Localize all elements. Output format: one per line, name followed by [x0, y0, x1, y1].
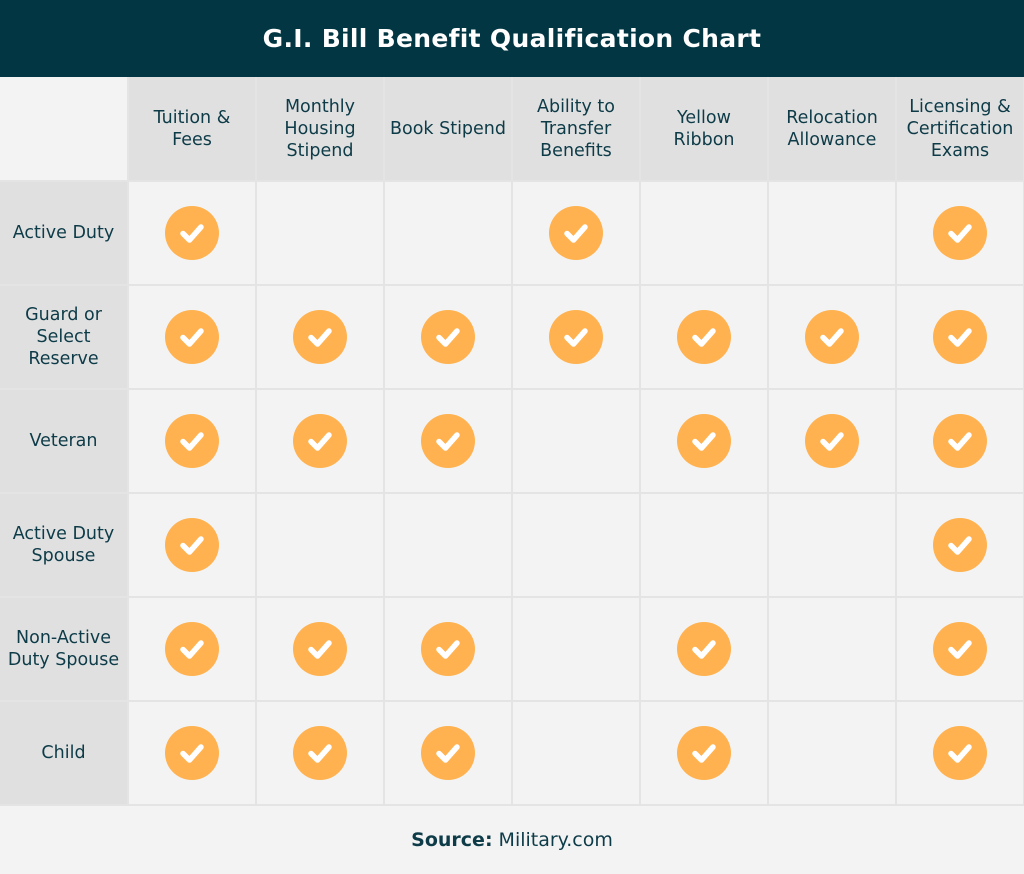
check-circle-icon: [421, 622, 475, 676]
cell-qualified: [257, 390, 383, 492]
check-circle-icon: [165, 518, 219, 572]
cell-qualified: [129, 286, 255, 388]
cell-qualified: [897, 702, 1023, 804]
cell-qualified: [385, 286, 511, 388]
column-header: Relocation Allowance: [769, 77, 895, 180]
cell-qualified: [257, 286, 383, 388]
cell-empty: [769, 494, 895, 596]
cell-qualified: [513, 286, 639, 388]
cell-qualified: [257, 702, 383, 804]
cell-qualified: [641, 286, 767, 388]
check-circle-icon: [293, 414, 347, 468]
check-circle-icon: [933, 206, 987, 260]
qualification-table: Tuition & Fees Monthly Housing Stipend Boo…: [0, 77, 1024, 806]
source-footer: Source: Military.com: [0, 806, 1024, 874]
check-circle-icon: [805, 310, 859, 364]
check-circle-icon: [933, 622, 987, 676]
corner-cell: [0, 77, 127, 180]
cell-qualified: [641, 390, 767, 492]
source-value: Military.com: [498, 829, 613, 851]
chart-title: G.I. Bill Benefit Qualification Chart: [0, 0, 1024, 77]
cell-qualified: [513, 182, 639, 284]
cell-qualified: [129, 494, 255, 596]
check-circle-icon: [165, 206, 219, 260]
check-circle-icon: [293, 726, 347, 780]
cell-empty: [769, 702, 895, 804]
cell-qualified: [641, 702, 767, 804]
check-circle-icon: [421, 414, 475, 468]
cell-qualified: [897, 598, 1023, 700]
cell-qualified: [769, 286, 895, 388]
cell-empty: [385, 182, 511, 284]
cell-qualified: [129, 390, 255, 492]
cell-qualified: [897, 182, 1023, 284]
check-circle-icon: [549, 206, 603, 260]
column-header: Licensing & Certification Exams: [897, 77, 1023, 180]
check-circle-icon: [165, 310, 219, 364]
cell-empty: [513, 598, 639, 700]
cell-qualified: [897, 286, 1023, 388]
check-circle-icon: [293, 310, 347, 364]
cell-empty: [769, 182, 895, 284]
cell-qualified: [385, 702, 511, 804]
check-circle-icon: [165, 726, 219, 780]
cell-qualified: [385, 390, 511, 492]
cell-qualified: [257, 598, 383, 700]
check-circle-icon: [933, 518, 987, 572]
row-header: Child: [0, 702, 127, 804]
column-header: Tuition & Fees: [129, 77, 255, 180]
check-circle-icon: [421, 310, 475, 364]
cell-empty: [513, 390, 639, 492]
check-circle-icon: [421, 726, 475, 780]
cell-empty: [513, 702, 639, 804]
check-circle-icon: [933, 310, 987, 364]
cell-empty: [257, 182, 383, 284]
check-circle-icon: [933, 726, 987, 780]
cell-qualified: [897, 494, 1023, 596]
cell-empty: [513, 494, 639, 596]
cell-empty: [641, 494, 767, 596]
check-circle-icon: [933, 414, 987, 468]
row-header: Active Duty: [0, 182, 127, 284]
check-circle-icon: [165, 414, 219, 468]
row-header: Active Duty Spouse: [0, 494, 127, 596]
cell-qualified: [897, 390, 1023, 492]
row-header: Guard or Select Reserve: [0, 286, 127, 388]
source-label: Source:: [411, 829, 493, 851]
check-circle-icon: [805, 414, 859, 468]
cell-empty: [641, 182, 767, 284]
check-circle-icon: [677, 310, 731, 364]
row-header: Non-Active Duty Spouse: [0, 598, 127, 700]
cell-qualified: [129, 702, 255, 804]
cell-qualified: [385, 598, 511, 700]
check-circle-icon: [677, 726, 731, 780]
check-circle-icon: [293, 622, 347, 676]
cell-qualified: [129, 598, 255, 700]
cell-qualified: [129, 182, 255, 284]
cell-qualified: [641, 598, 767, 700]
check-circle-icon: [677, 622, 731, 676]
cell-empty: [769, 598, 895, 700]
column-header: Ability to Transfer Benefits: [513, 77, 639, 180]
column-header: Yellow Ribbon: [641, 77, 767, 180]
column-header: Book Stipend: [385, 77, 511, 180]
check-circle-icon: [549, 310, 603, 364]
cell-qualified: [769, 390, 895, 492]
cell-empty: [257, 494, 383, 596]
cell-empty: [385, 494, 511, 596]
check-circle-icon: [165, 622, 219, 676]
row-header: Veteran: [0, 390, 127, 492]
column-header: Monthly Housing Stipend: [257, 77, 383, 180]
check-circle-icon: [677, 414, 731, 468]
